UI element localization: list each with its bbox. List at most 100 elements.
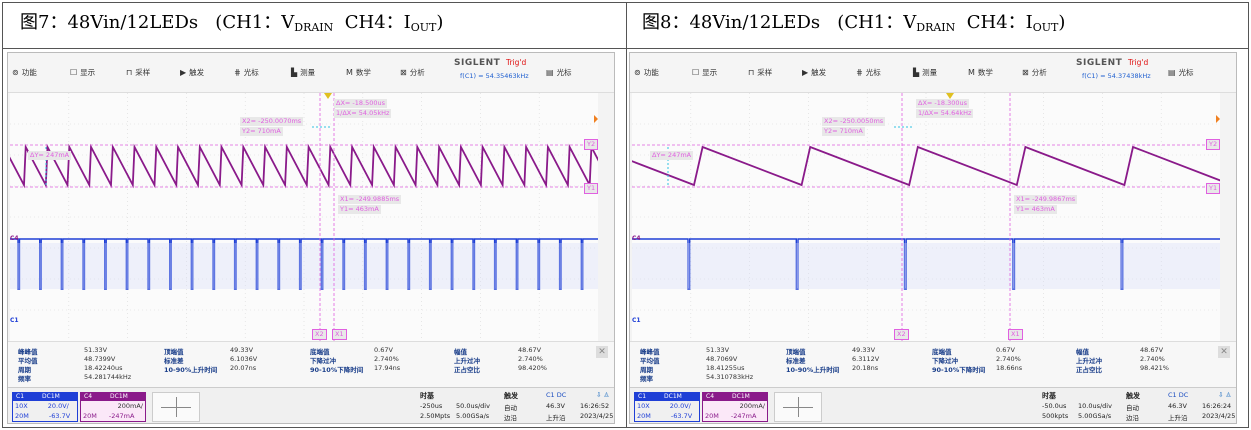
menu-item-7[interactable]: ⊠ 分析	[400, 67, 425, 78]
menu-item-1[interactable]: ☐ 显示	[692, 67, 717, 78]
ch1-settings[interactable]: C1 DC1M 10X 20.0V/20M -63.7V	[634, 392, 700, 422]
measurement-value: 49.33V	[852, 346, 876, 354]
menu-icon: M	[968, 68, 975, 77]
menu-item-8[interactable]: ▤ 光标	[546, 67, 572, 78]
ch1-bandwidth: 20M	[15, 412, 29, 420]
menu-item-1[interactable]: ☐ 显示	[70, 67, 95, 78]
measurement-value: 2.740%	[996, 355, 1021, 363]
add-channel-button[interactable]	[152, 392, 200, 422]
ch4-row: 20M -247mA	[81, 411, 145, 421]
menu-icon: ▤	[546, 68, 554, 77]
ch4-scale: 200mA/	[739, 402, 765, 410]
caption-caption-ch1-sub: DRAIN	[294, 21, 334, 34]
measurement-value: 18.41255us	[706, 364, 745, 372]
menu-item-6[interactable]: M 数学	[968, 67, 993, 78]
menu-icon: ⋕	[234, 68, 241, 77]
ch4-name: C4	[706, 393, 715, 400]
menu-item-label: 光标	[243, 68, 259, 77]
add-channel-button[interactable]	[774, 392, 822, 422]
caption-caption-prefix: 图7：48Vin/12LEDs	[20, 12, 199, 33]
clock-date: 2023/4/25	[1202, 412, 1236, 420]
table-divider	[626, 3, 627, 427]
ch4-row: 20M -247mA	[703, 411, 767, 421]
measurement-label: 正占空比	[1076, 366, 1102, 374]
voltage-persistence	[632, 243, 1220, 289]
memory-depth: 500kpts	[1042, 412, 1069, 420]
measurement-label: 峰峰值	[640, 348, 660, 356]
menu-item-7[interactable]: ⊠ 分析	[1022, 67, 1047, 78]
menu-item-label: 测量	[300, 68, 316, 77]
oscilloscope-screenshot: ⊚ 功能 ☐ 显示 ⊓ 采样 ▶ 触发 ⋕ 光标 ▙ 测量 M 数学 ⊠ 分析 ▤ 光标 SIGLENT Trig'd…	[7, 52, 615, 424]
measurement-label: 下降过冲	[310, 357, 336, 365]
ch1-offset: -63.7V	[670, 412, 693, 420]
measurement-value: 0.67V	[374, 346, 393, 354]
menu-icon: ▙	[913, 68, 920, 77]
ch1-header: C1 DC1M	[13, 393, 77, 401]
brand-logo: SIGLENT	[1076, 58, 1123, 68]
trigger-status: Trig'd	[1128, 58, 1149, 67]
menu-item-3[interactable]: ▶ 触发	[180, 67, 204, 78]
menu-item-4[interactable]: ⋕ 光标	[234, 67, 259, 78]
trigger-level: 46.3V	[1168, 402, 1187, 410]
ch1-settings[interactable]: C1 DC1M 10X 20.0V/20M -63.7V	[12, 392, 78, 422]
menu-item-label: 光标	[556, 68, 572, 77]
caption-caption-ch1: (CH1：V	[215, 12, 295, 33]
frequency-readout: f(C1) = 54.35463kHz	[460, 72, 529, 80]
measurement-value: 6.1036V	[230, 355, 258, 363]
cursor-delta-y: ΔY= 247mA	[28, 151, 72, 160]
cursor-y2-value: Y2= 710mA	[240, 127, 283, 136]
menu-item-6[interactable]: M 数学	[346, 67, 371, 78]
menu-icon: ☐	[692, 68, 700, 77]
menu-item-2[interactable]: ⊓ 采样	[748, 67, 772, 78]
cursor-x1-tag: X1	[1008, 329, 1023, 340]
menu-item-5[interactable]: ▙ 测量	[913, 67, 937, 78]
ch4-row: 200mA/	[703, 401, 767, 411]
measurement-value: 6.3112V	[852, 355, 880, 363]
menu-item-label: 数学	[355, 68, 371, 77]
ch4-settings[interactable]: C4 DC1M 200mA/20M -247mA	[80, 392, 146, 422]
measurement-label: 平均值	[18, 357, 38, 365]
cursor-inv-delta-x: 1/ΔX= 54.64kHz	[916, 109, 974, 118]
menu-item-3[interactable]: ▶ 触发	[802, 67, 826, 78]
menu-item-4[interactable]: ⋕ 光标	[856, 67, 881, 78]
trigger-type: 边沿	[504, 414, 517, 422]
trigger-title: 触发	[504, 392, 518, 400]
caption-caption-ch4: CH4：I	[966, 12, 1033, 33]
clock-date: 2023/4/25	[580, 412, 614, 420]
measurement-value: 18.66ns	[996, 364, 1023, 372]
measurement-label: 峰峰值	[18, 348, 38, 356]
menu-icon: M	[346, 68, 353, 77]
menu-item-label: 触发	[189, 68, 205, 77]
ch4-settings[interactable]: C4 DC1M 200mA/20M -247mA	[702, 392, 768, 422]
ch1-row: 20M -63.7V	[13, 411, 77, 421]
series-ch4-iout	[10, 143, 598, 189]
trigger-level-marker	[594, 115, 598, 123]
trigger-slope: 上升沿	[546, 414, 566, 422]
measurement-label: 幅值	[1076, 348, 1089, 356]
close-icon[interactable]: ✕	[1218, 346, 1230, 358]
menu-item-8[interactable]: ▤ 光标	[1168, 67, 1194, 78]
measurement-value: 17.94ns	[374, 364, 401, 372]
measurement-value: 2.740%	[518, 355, 543, 363]
ch4-offset: -247mA	[108, 412, 135, 420]
menu-icon: ⊠	[400, 68, 407, 77]
ch4-level-marker: C4	[10, 235, 19, 242]
close-icon[interactable]: ✕	[596, 346, 608, 358]
ch4-header: C4 DC1M	[703, 393, 767, 401]
menu-item-label: 分析	[1031, 68, 1047, 77]
menu-item-label: 功能	[21, 68, 37, 77]
menu-icon: ⊠	[1022, 68, 1029, 77]
measurement-label: 上升过冲	[1076, 357, 1102, 365]
ch1-coupling: DC1M	[42, 393, 60, 400]
ch1-ground-marker: C1	[632, 317, 641, 324]
measurement-label: 底端值	[932, 348, 952, 356]
menu-item-5[interactable]: ▙ 测量	[291, 67, 315, 78]
ch1-row: 10X 20.0V/	[13, 401, 77, 411]
menu-item-0[interactable]: ⊚ 功能	[634, 67, 659, 78]
status-bar: C1 DC1M 10X 20.0V/20M -63.7V C4 DC1M 200mA/20M -…	[8, 387, 614, 423]
measurement-label: 底端值	[310, 348, 330, 356]
memory-depth: 2.50Mpts	[420, 412, 451, 420]
menu-item-0[interactable]: ⊚ 功能	[12, 67, 37, 78]
cursor-x2-value: X2= -250.0070ms	[240, 117, 304, 126]
menu-item-2[interactable]: ⊓ 采样	[126, 67, 150, 78]
